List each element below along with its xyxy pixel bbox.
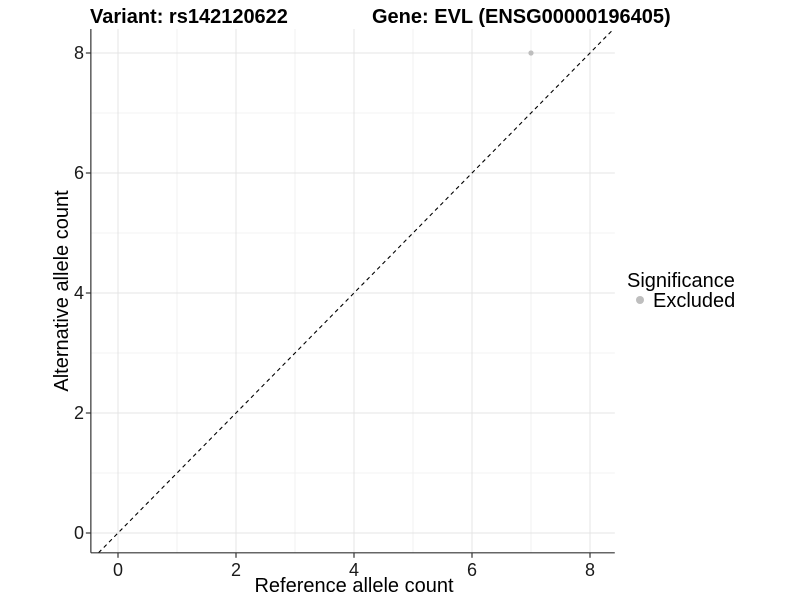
x-tick-label: 8 [585,560,595,580]
legend-excluded-label: Excluded [653,290,735,312]
y-tick-label: 2 [74,403,84,423]
x-tick-label: 4 [349,560,359,580]
legend-excluded-point-swatch [636,296,644,304]
data-point-excluded [528,50,534,56]
plot-title-gene: Gene: EVL (ENSG00000196405) [372,6,671,28]
y-tick-label: 8 [74,43,84,63]
tick-marks-layer [85,52,591,558]
y-tick-label: 4 [74,283,84,303]
identity-dashed-line [98,28,614,554]
data-points-layer [528,50,534,56]
major-gridlines [90,29,615,553]
identity-reference-line-layer [98,28,614,554]
legend: Significance Excluded [627,270,735,312]
tick-labels-layer: 0 2 4 6 8 0 2 4 6 8 [74,43,595,580]
y-tick-label: 6 [74,163,84,183]
axis-lines-layer [90,29,615,554]
y-tick-label: 0 [74,523,84,543]
x-tick-label: 0 [113,560,123,580]
x-tick-label: 6 [467,560,477,580]
x-tick-label: 2 [231,560,241,580]
legend-title: Significance [627,270,735,292]
minor-gridlines [90,29,615,553]
x-axis-title: Reference allele count [254,575,453,597]
y-axis-title: Alternative allele count [51,190,73,392]
plot-title-variant: Variant: rs142120622 [90,6,288,28]
